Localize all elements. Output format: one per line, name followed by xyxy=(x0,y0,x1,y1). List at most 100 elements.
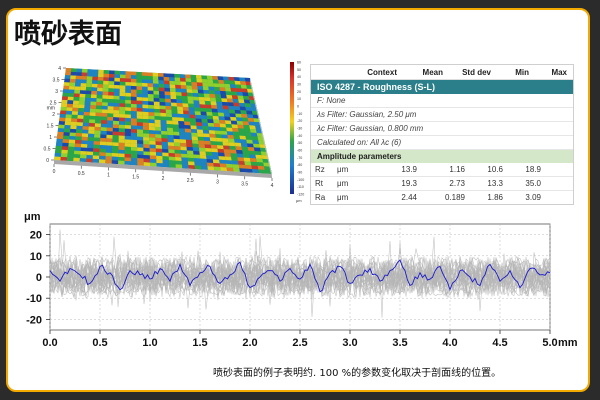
surface-cell xyxy=(240,84,248,89)
surface-cell xyxy=(237,124,244,129)
surface-cell xyxy=(186,85,193,90)
surface-cell xyxy=(228,142,236,147)
surface-cell xyxy=(253,143,260,148)
surface-cell xyxy=(154,108,161,113)
surface-cell xyxy=(190,125,197,130)
surface-cell xyxy=(79,154,87,159)
surface-cell xyxy=(85,90,92,95)
surface-cell xyxy=(208,90,216,95)
surface-cell xyxy=(180,85,187,90)
surface-cell xyxy=(54,152,62,157)
x-tick-label: 5.0 xyxy=(542,337,557,349)
colorbar-tick-label: -110 xyxy=(297,185,304,189)
background-profile-line xyxy=(49,255,551,307)
surface-cell xyxy=(190,129,198,134)
surface-cell xyxy=(165,102,172,107)
surface-cell xyxy=(142,104,149,109)
surface-cell xyxy=(227,134,235,139)
surface-cell xyxy=(161,141,169,146)
surface-cell xyxy=(159,101,166,106)
surface-cell xyxy=(114,81,120,86)
surface-cell xyxy=(147,72,153,77)
surface-cell xyxy=(170,102,178,107)
surface-cell xyxy=(206,155,213,160)
surface-cell xyxy=(142,118,149,123)
surface-cell xyxy=(119,117,126,122)
surface-cell xyxy=(207,119,214,124)
surface-cell xyxy=(211,152,219,157)
x-tick-label: 2.0 xyxy=(242,337,257,349)
surface-cell xyxy=(70,125,77,130)
surface-cell xyxy=(185,74,191,79)
surface-cell xyxy=(200,111,207,116)
surface-cell xyxy=(57,128,65,133)
surface-cell xyxy=(201,165,208,170)
surface-cell xyxy=(143,151,150,156)
surface-cell xyxy=(192,92,199,97)
surface-x-tick-label: 2.5 xyxy=(187,178,194,184)
surface-cell xyxy=(119,78,126,82)
surface-cell xyxy=(147,97,154,102)
surface-cell xyxy=(102,84,109,89)
surface-cell xyxy=(155,134,162,139)
surface-cell xyxy=(93,137,101,142)
surface-cell xyxy=(196,82,203,87)
surface-cell xyxy=(114,74,121,79)
surface-cell xyxy=(173,135,180,140)
surface-cell xyxy=(62,142,69,147)
surface-cell xyxy=(184,125,191,130)
surface-cell xyxy=(219,123,227,128)
colorbar-tick-label: -20 xyxy=(297,119,302,123)
surface-cell xyxy=(231,91,238,96)
surface-cell xyxy=(235,113,242,118)
surface-cell xyxy=(113,102,120,107)
surface-cell xyxy=(100,127,107,132)
surface-cell xyxy=(94,123,101,128)
surface-cell xyxy=(229,113,236,118)
surface-cell xyxy=(185,78,192,83)
surface-cell xyxy=(74,147,81,151)
profile-chart: 0.0 0.5 1.0 1.5 2.0 2.5 3.0 3.5 4.0 4.5 5.0 20 10 0 -1… xyxy=(24,211,578,349)
surface-cell xyxy=(153,101,160,106)
surface-cell xyxy=(153,97,160,102)
surface-cell xyxy=(59,114,66,118)
surface-cell xyxy=(240,110,247,115)
surface-cell xyxy=(96,91,103,96)
surface-cell xyxy=(249,99,256,104)
surface-cell xyxy=(97,84,104,88)
surface-cell xyxy=(206,75,213,80)
surface-cell xyxy=(137,132,144,137)
surface-cell xyxy=(220,167,228,172)
surface-cell xyxy=(197,133,204,138)
surface-cell xyxy=(92,155,100,160)
surface-cell xyxy=(93,148,100,153)
surface-cell xyxy=(63,132,70,136)
surface-cell xyxy=(256,133,264,138)
surface-cell xyxy=(69,82,76,87)
surface-cell xyxy=(170,98,177,103)
surface-cell xyxy=(256,158,264,163)
surface-cell xyxy=(118,139,125,143)
surface-cell xyxy=(77,118,84,123)
surface-cell xyxy=(101,112,108,117)
surface-cell xyxy=(169,77,175,82)
param-name: Ra xyxy=(315,193,326,202)
surface-cell xyxy=(198,140,205,145)
surface-cell xyxy=(222,141,230,146)
surface-cell xyxy=(242,92,249,97)
surface-cell xyxy=(137,140,144,145)
surface-cell xyxy=(68,89,75,94)
surface-cell xyxy=(54,149,62,154)
surface-cell xyxy=(160,127,168,132)
surface-cell xyxy=(89,119,96,124)
surface-cell xyxy=(136,93,143,98)
y-tick-label: -10 xyxy=(26,293,42,305)
surface-cell xyxy=(234,142,242,147)
surface-cell xyxy=(200,158,207,163)
surface-cell xyxy=(94,133,101,138)
surface-cell xyxy=(78,104,85,109)
surface-cell xyxy=(218,83,225,88)
surface-cell xyxy=(94,130,101,135)
surface-cell xyxy=(74,89,81,94)
surface-cell xyxy=(130,121,137,126)
